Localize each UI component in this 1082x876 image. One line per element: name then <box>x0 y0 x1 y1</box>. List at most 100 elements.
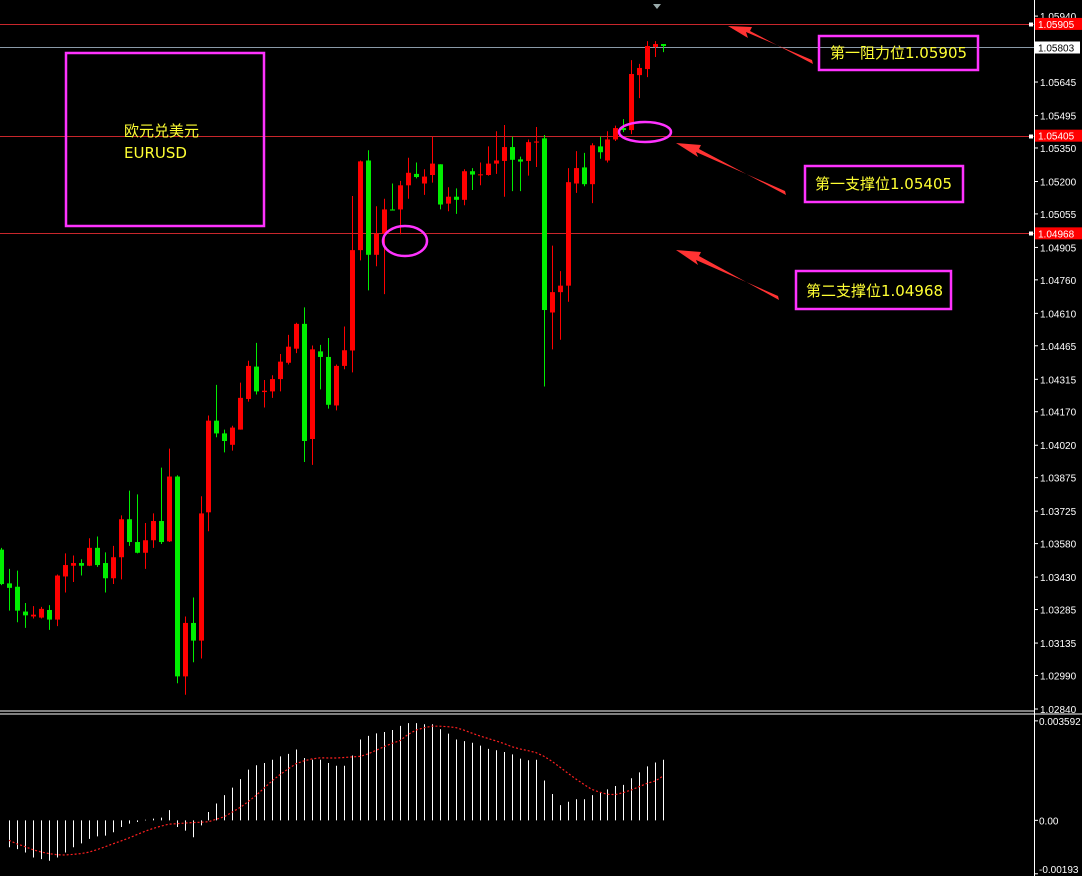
candle <box>103 552 108 593</box>
candle <box>510 136 515 192</box>
candle <box>518 156 523 192</box>
candle-body <box>270 379 275 392</box>
arrow-icon <box>676 250 779 300</box>
candle <box>430 136 435 183</box>
candle <box>87 538 92 567</box>
y-tick-label: 1.04610 <box>1040 309 1077 320</box>
chart-shift-marker-icon[interactable] <box>653 4 661 9</box>
candle <box>462 169 467 206</box>
support-2-label-box <box>794 269 953 311</box>
candle <box>422 169 427 195</box>
candle-body <box>526 142 531 161</box>
candle-body <box>318 351 323 357</box>
macd-y-tick-label: 0.00 <box>1039 816 1059 827</box>
price-axis[interactable]: 1.05940 1.05645 1.05495 1.05350 1.05200 1.050… <box>1034 12 1082 716</box>
y-tick-label: 1.04905 <box>1040 243 1077 254</box>
candle-body <box>79 563 84 566</box>
candle-body <box>191 622 196 641</box>
candle-body <box>246 365 251 399</box>
candle-body <box>254 366 259 392</box>
candle-body <box>366 160 371 255</box>
y-tick-label: 1.02990 <box>1040 671 1077 682</box>
candle <box>574 151 579 193</box>
y-tick-label: 1.04170 <box>1040 408 1077 419</box>
candle <box>478 162 483 186</box>
candle-body <box>63 565 68 577</box>
candle <box>7 568 12 611</box>
candle <box>605 131 610 163</box>
candle-body <box>222 433 227 442</box>
symbol-annotation-box <box>64 51 266 228</box>
candle <box>414 162 419 179</box>
candle <box>222 429 227 453</box>
candle-body <box>621 128 626 131</box>
candle-body <box>214 420 219 434</box>
candle <box>334 364 339 411</box>
candle-body <box>135 542 140 553</box>
candle-body <box>103 563 108 579</box>
candle-body <box>406 172 411 186</box>
candle <box>119 515 124 580</box>
candle-body <box>645 46 650 70</box>
candle <box>470 168 475 190</box>
candle-body <box>47 609 52 620</box>
candle <box>79 559 84 576</box>
candle-body <box>613 128 618 140</box>
candle <box>542 135 547 387</box>
candle-body <box>637 67 642 76</box>
candle-body <box>39 608 44 618</box>
level-marker-0 <box>1029 22 1033 27</box>
candle <box>558 271 563 340</box>
candle <box>262 379 267 408</box>
y-tick-label: 1.03285 <box>1040 606 1077 617</box>
candle <box>278 354 283 392</box>
candle-body <box>430 163 435 176</box>
candle <box>358 160 363 261</box>
y-tick-label: 1.04315 <box>1040 375 1077 386</box>
candle-body <box>167 476 172 542</box>
candle-body <box>374 233 379 255</box>
candle <box>294 322 299 354</box>
candle-body <box>230 427 235 445</box>
candle <box>183 616 188 695</box>
candle-body <box>183 622 188 677</box>
resistance-1-label: 第一阻力位1.05905 <box>830 44 967 62</box>
candle-body <box>629 73 634 131</box>
candle-body <box>502 147 507 161</box>
candle <box>374 206 379 267</box>
support-1-label: 第一支撑位1.05405 <box>815 175 952 193</box>
current-price-tag-label: 1.05803 <box>1038 44 1075 55</box>
candle-body <box>590 145 595 185</box>
candle <box>310 345 315 465</box>
resistance-1-label-box <box>817 34 980 72</box>
y-tick-label: 1.03725 <box>1040 507 1077 518</box>
candle <box>613 125 618 142</box>
candle <box>302 307 307 463</box>
y-tick-label: 1.03430 <box>1040 573 1077 584</box>
y-tick-label: 1.05940 <box>1040 12 1077 23</box>
candle-body <box>143 540 148 553</box>
candle-body <box>15 586 20 611</box>
candle-body <box>55 575 60 620</box>
candle-body <box>310 349 315 439</box>
candle-body <box>199 513 204 641</box>
support-2-label: 第二支撑位1.04968 <box>806 282 943 300</box>
candle-body <box>342 350 347 366</box>
candle <box>637 63 642 99</box>
candle <box>598 136 603 159</box>
candle-body <box>95 547 100 566</box>
candle-body <box>127 519 132 543</box>
candle-body <box>238 397 243 430</box>
candle <box>494 131 499 174</box>
candle-body <box>0 549 4 585</box>
candle <box>0 547 4 586</box>
candle-body <box>175 476 180 677</box>
candle-body <box>159 521 164 543</box>
arrow-icon <box>728 26 813 64</box>
y-tick-label: 1.02840 <box>1040 705 1077 716</box>
candle <box>454 188 459 214</box>
candle <box>159 467 164 545</box>
candle <box>406 157 411 199</box>
candle-body <box>7 583 12 588</box>
